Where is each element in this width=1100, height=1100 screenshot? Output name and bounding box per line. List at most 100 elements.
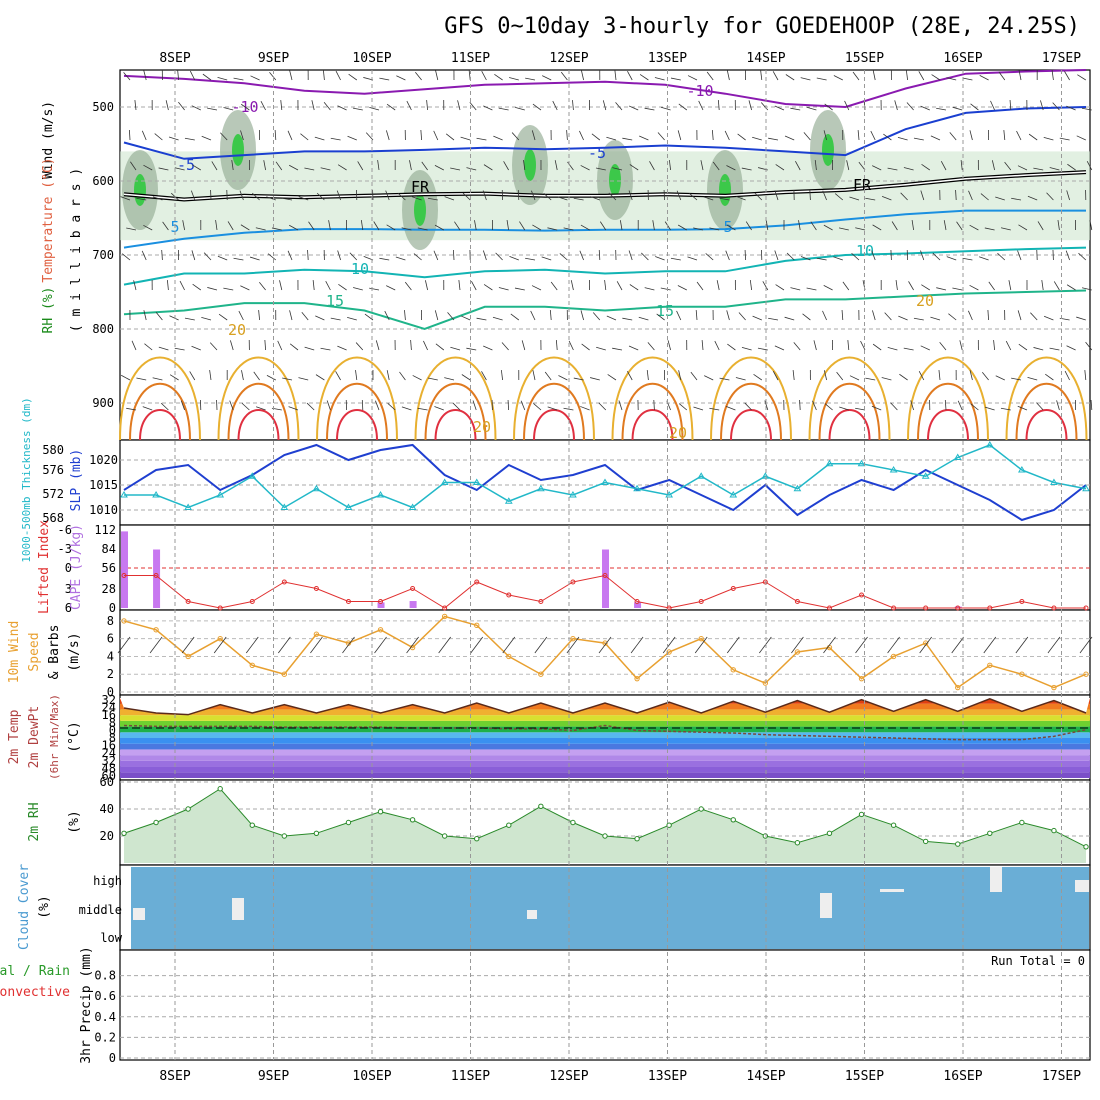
thickness-tick-label: 568 [42,511,64,525]
surface-wind-barb [726,636,740,654]
temp-tick-label: 32 [102,693,116,707]
wind-barb [560,71,568,81]
lifted-index-point [602,573,608,578]
wind-barb [772,71,779,81]
wind-barb [579,130,584,141]
wind-barb [726,224,736,231]
wind-barb [969,370,973,381]
thickness-marker [1050,478,1058,485]
thickness-marker [152,491,160,498]
cloud-cover-content: high middle low [79,867,1089,949]
rh-point [1083,844,1089,850]
wind-barb [347,135,357,141]
wind-barb [152,377,163,381]
wind-barb [130,161,137,171]
date-label-top: 17SEP [1042,51,1081,66]
wind-barb [660,106,671,111]
wind-barb [152,196,163,201]
wind-barb [920,345,930,351]
wind-barb [1084,370,1087,381]
precip-panel [119,949,1091,1061]
temp2m-label-3: (6hr Min/Max) [48,694,61,780]
wind-barb [220,132,228,141]
wind-barb [123,72,131,81]
date-label-top: 10SEP [352,51,391,66]
wind-barb [644,287,655,291]
wind-barb [738,312,746,321]
wind-barb [774,250,779,261]
wind-barb [1041,280,1044,291]
warm-contour [237,409,280,441]
temp-color-band [120,738,1090,744]
lifted-index-line [124,574,1086,609]
wind-barb [852,71,860,81]
wind-barb [328,220,331,231]
wind-barb [858,161,866,171]
wind-barb [1000,227,1011,231]
wind-barb [444,196,455,201]
wind10m-label-3: & Barbs [47,625,62,680]
wind-barb [839,406,849,411]
wind-barb [412,196,422,201]
wind-barb [824,403,833,411]
wind-barb [568,340,574,351]
wind-barb [786,252,795,261]
lifted-index-point [826,605,832,611]
thickness-marker [344,503,353,510]
isotherm-line [123,106,1087,160]
wind-barb [920,250,925,261]
wind-barb [849,375,860,381]
wind-barb [191,250,196,261]
wind-barb [806,287,817,291]
thickness-tick-label: 580 [42,443,64,457]
wind-barb [1049,347,1060,351]
wind-barb [126,407,137,411]
wind-barb [872,343,882,351]
lifted-index-point [442,605,448,611]
wind-barb [337,250,341,261]
lifted-index-point [538,599,544,604]
wind-barb [555,340,558,351]
wind-barb [514,287,525,291]
wind-barb [434,310,439,321]
wind-barb [762,281,769,291]
wind-barb [469,102,477,111]
wind-barb [128,129,131,141]
rh-tick-label: 20 [100,829,114,843]
wind-speed-point [506,653,512,660]
wind-barb [984,227,995,231]
wind-barb [772,370,779,381]
wind-barb [590,196,600,201]
surface-wind-barb [598,636,612,654]
wind-barb [949,132,957,141]
contour-label: 5 [723,218,732,236]
wind-barb [628,190,633,201]
wind-barb [379,257,390,261]
wind-barb [336,190,341,201]
wind-barb [550,281,558,291]
wind-barb [227,221,234,231]
wind-barb [628,345,639,351]
wind-barb [396,75,406,81]
wind-barb [823,224,833,231]
wind-barb [552,100,558,111]
wind-barb [627,371,633,381]
wind-barb [649,161,655,171]
wind-barb [849,196,860,201]
rh-point [698,806,704,812]
wind-barb [233,77,244,81]
cape-bar [377,602,385,608]
wind-barb [168,136,179,141]
wind-barb [676,190,682,201]
lifted-index-point [698,599,704,604]
temp-tick-label: 16 [102,739,116,753]
wind-barb [427,377,438,381]
surface-wind-barb [213,636,227,654]
cape-bar [409,601,417,608]
wind-speed-point [890,653,897,660]
wind-barb [266,375,276,381]
surface-wind-barb [374,636,387,654]
cape-tick-label: 28 [102,582,116,596]
wind-barb [531,190,536,201]
wind-barb [752,136,762,141]
